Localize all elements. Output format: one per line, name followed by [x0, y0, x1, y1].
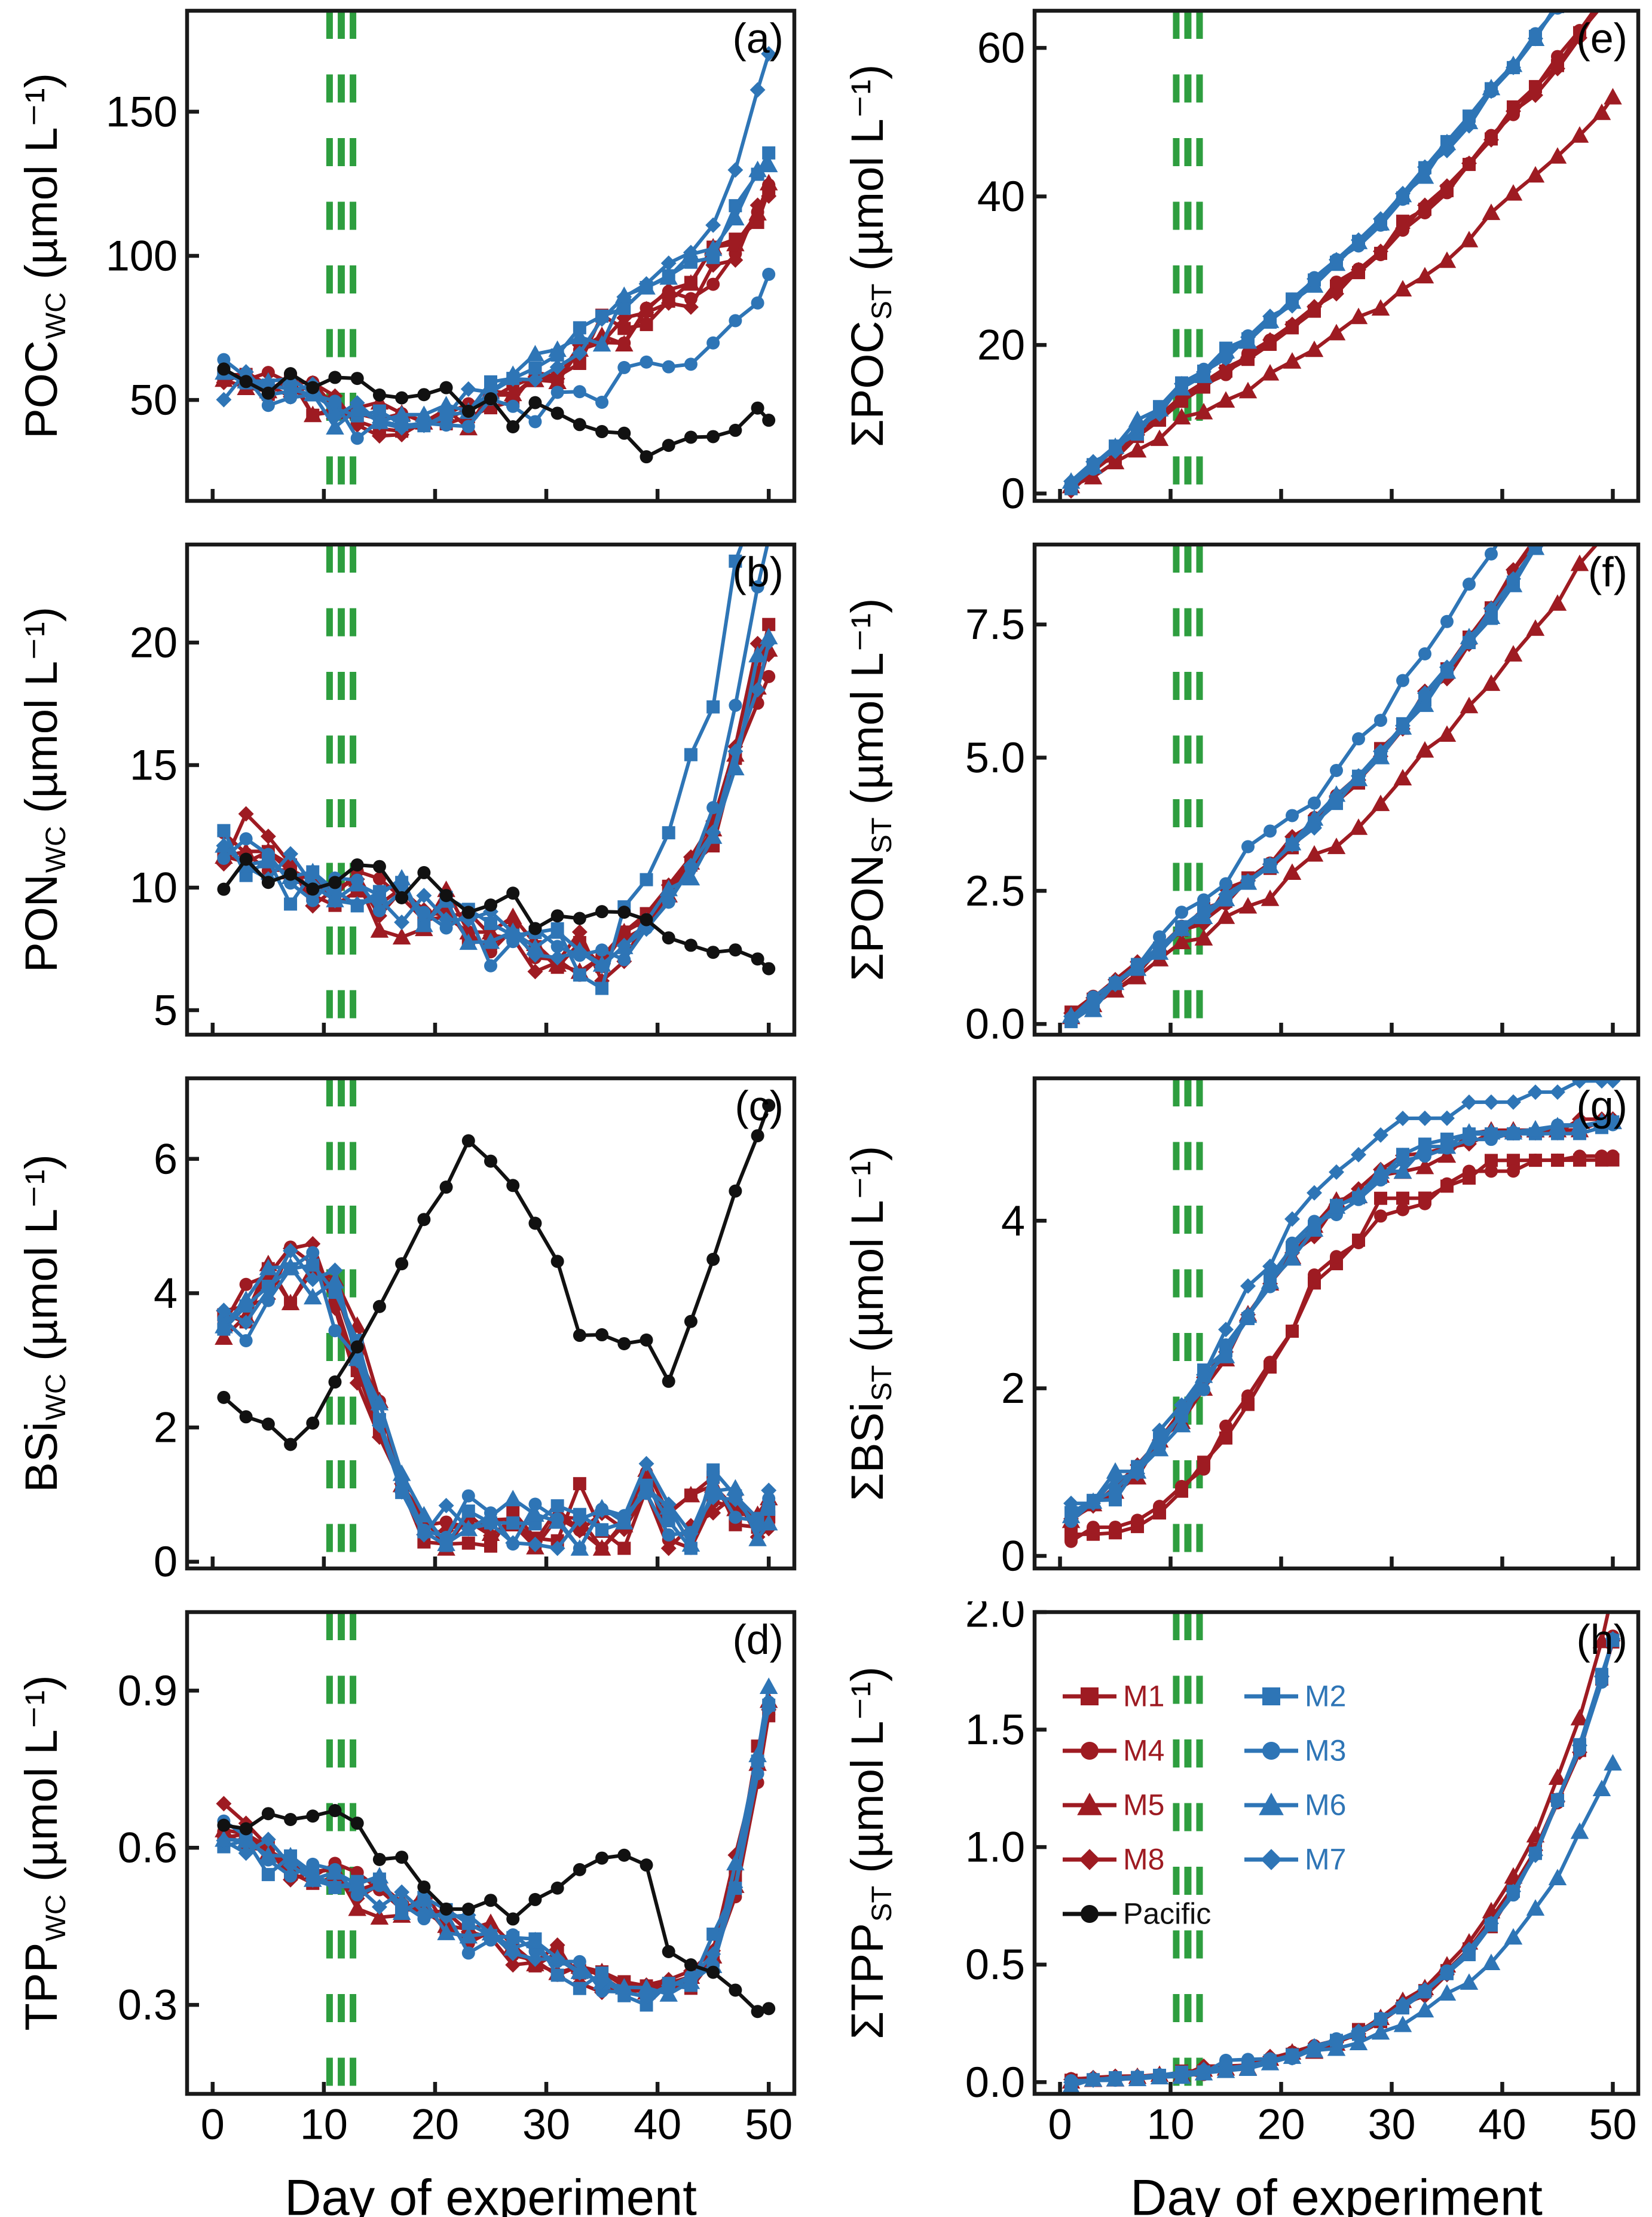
svg-text:6: 6 [154, 1135, 178, 1183]
svg-text:10: 10 [300, 2101, 348, 2149]
svg-text:20: 20 [130, 619, 178, 666]
svg-text:(f): (f) [1588, 549, 1627, 595]
svg-text:0: 0 [1001, 470, 1025, 518]
svg-text:4: 4 [154, 1270, 178, 1317]
svg-text:(a): (a) [732, 15, 784, 62]
svg-text:0.9: 0.9 [118, 1667, 178, 1715]
svg-text:ΣPOCST (µmol L⁻¹): ΣPOCST (µmol L⁻¹) [842, 65, 897, 448]
svg-text:50: 50 [745, 2101, 793, 2149]
svg-text:40: 40 [977, 173, 1025, 221]
svg-text:40: 40 [634, 2101, 681, 2149]
svg-text:150: 150 [106, 88, 178, 136]
svg-text:M1: M1 [1123, 1680, 1164, 1713]
svg-text:10: 10 [130, 864, 178, 912]
svg-text:M7: M7 [1305, 1843, 1346, 1876]
svg-text:2.5: 2.5 [965, 867, 1025, 915]
svg-text:0: 0 [201, 2101, 225, 2149]
svg-text:5: 5 [154, 986, 178, 1034]
svg-text:0: 0 [154, 1538, 178, 1586]
svg-text:100: 100 [106, 232, 178, 280]
svg-text:PONWC (µmol L⁻¹): PONWC (µmol L⁻¹) [16, 607, 71, 973]
svg-text:15: 15 [130, 741, 178, 789]
svg-text:M8: M8 [1123, 1843, 1164, 1876]
svg-text:(e): (e) [1576, 15, 1627, 62]
svg-text:(d): (d) [732, 1616, 784, 1663]
svg-text:POCWC (µmol L⁻¹): POCWC (µmol L⁻¹) [16, 73, 71, 439]
svg-text:5.0: 5.0 [965, 734, 1025, 782]
svg-text:2: 2 [154, 1404, 178, 1452]
svg-text:0.3: 0.3 [118, 1981, 178, 2029]
svg-text:4: 4 [1001, 1197, 1025, 1245]
svg-text:TPPWC (µmol L⁻¹): TPPWC (µmol L⁻¹) [16, 1675, 71, 2031]
svg-text:M6: M6 [1305, 1788, 1346, 1822]
svg-text:M3: M3 [1305, 1734, 1346, 1768]
svg-text:60: 60 [977, 25, 1025, 72]
svg-text:ΣBSiST (µmol L⁻¹): ΣBSiST (µmol L⁻¹) [842, 1146, 897, 1501]
svg-text:20: 20 [411, 2101, 459, 2149]
svg-text:0: 0 [1001, 1532, 1025, 1580]
svg-text:(g): (g) [1576, 1082, 1627, 1129]
svg-text:(c): (c) [735, 1082, 784, 1129]
svg-text:ΣPONST (µmol L⁻¹): ΣPONST (µmol L⁻¹) [842, 598, 897, 981]
svg-text:(b): (b) [732, 549, 784, 595]
svg-text:M5: M5 [1123, 1788, 1164, 1822]
svg-text:7.5: 7.5 [965, 601, 1025, 649]
svg-text:2: 2 [1001, 1365, 1025, 1412]
svg-text:50: 50 [130, 377, 178, 424]
svg-text:20: 20 [977, 322, 1025, 369]
svg-text:Pacific: Pacific [1123, 1897, 1211, 1931]
svg-text:BSiWC (µmol L⁻¹): BSiWC (µmol L⁻¹) [16, 1154, 71, 1493]
svg-text:M4: M4 [1123, 1734, 1164, 1768]
svg-text:30: 30 [522, 2101, 570, 2149]
svg-text:Day of experiment: Day of experiment [284, 2169, 697, 2217]
svg-text:0.0: 0.0 [965, 1001, 1025, 1048]
svg-text:0.6: 0.6 [118, 1824, 178, 1872]
svg-text:M2: M2 [1305, 1680, 1346, 1713]
